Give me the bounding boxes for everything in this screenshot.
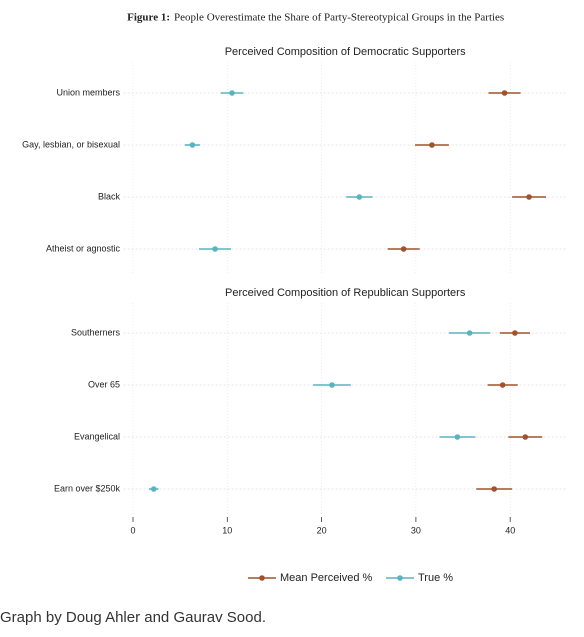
x-tick-label: 20 <box>317 525 327 535</box>
figure-title: People Overestimate the Share of Party-S… <box>174 12 504 24</box>
category-label: Atheist or agnostic <box>46 243 121 253</box>
point <box>356 194 363 200</box>
legend-label: Mean Perceived % <box>280 572 373 584</box>
point <box>501 90 508 96</box>
point <box>329 382 335 388</box>
point <box>229 90 235 96</box>
point <box>212 246 218 252</box>
x-tick-label: 40 <box>505 525 515 535</box>
point <box>429 142 435 148</box>
category-label: Over 65 <box>88 379 120 389</box>
point <box>400 246 407 252</box>
point <box>522 434 529 440</box>
category-label: Union members <box>56 87 120 97</box>
caption: Graph by Doug Ahler and Gaurav Sood. <box>0 609 266 626</box>
category-label: Evangelical <box>74 431 120 441</box>
x-tick-label: 0 <box>130 525 135 535</box>
legend-label: True % <box>418 572 453 584</box>
category-label: Gay, lesbian, or bisexual <box>22 139 120 149</box>
point <box>526 194 532 200</box>
point <box>491 486 497 492</box>
point <box>189 142 196 148</box>
panel-title: Perceived Composition of Democratic Supp… <box>225 46 466 58</box>
point <box>454 434 461 440</box>
x-tick-label: 10 <box>222 525 232 535</box>
category-label: Southerners <box>71 327 121 337</box>
point <box>466 330 473 336</box>
panel-title: Perceived Composition of Republican Supp… <box>225 287 466 299</box>
legend-dot <box>397 575 403 581</box>
figure-label: Figure 1: <box>127 12 170 24</box>
category-label: Earn over $250k <box>54 483 121 493</box>
point <box>150 486 157 492</box>
point <box>499 382 506 388</box>
category-label: Black <box>98 191 121 201</box>
point <box>512 330 518 336</box>
legend-dot <box>259 575 265 581</box>
x-tick-label: 30 <box>411 525 421 535</box>
